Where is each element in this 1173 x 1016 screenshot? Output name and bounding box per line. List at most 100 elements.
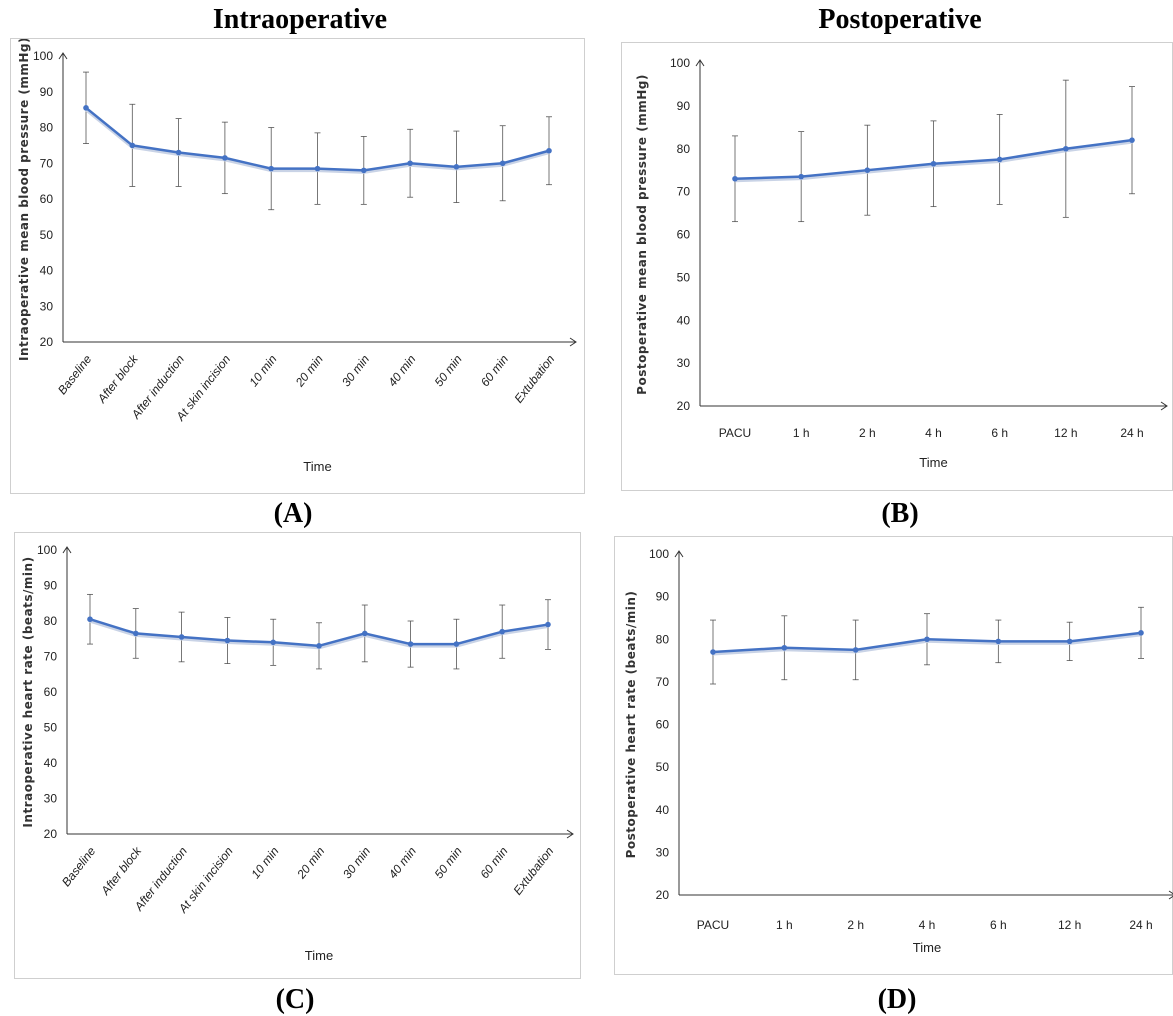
- y-axis-arrow: [674, 550, 684, 558]
- x-category-label: 50 min: [432, 844, 465, 881]
- data-point: [407, 160, 413, 167]
- data-point: [453, 164, 460, 170]
- chart-b-svg: 20 30 40 50 60 70 80 90 100 Postoperative mean bl…: [635, 56, 1168, 470]
- y-tick-label: 90: [677, 99, 691, 113]
- y-tick-label: 60: [44, 685, 58, 699]
- data-point: [362, 630, 368, 637]
- panel-label-a: (A): [273, 498, 313, 529]
- y-axis-title: Intraoperative heart rate (beats/min): [21, 556, 35, 827]
- x-category-label: 30 min: [340, 844, 373, 881]
- y-tick-label: 80: [40, 121, 54, 135]
- chart-d-svg: 20 30 40 50 60 70 80 90 100 Postoperative heart r…: [624, 547, 1173, 955]
- data-point: [407, 641, 414, 647]
- data-point: [1138, 630, 1144, 636]
- y-tick-label: 100: [670, 56, 690, 70]
- data-point: [178, 634, 185, 640]
- data-point: [361, 167, 367, 174]
- y-tick-label: 60: [656, 718, 670, 732]
- x-category-label: 2 h: [847, 918, 864, 932]
- y-tick-label: 90: [40, 85, 54, 99]
- x-category-label: 60 min: [477, 844, 510, 881]
- x-category-label: 1 h: [776, 918, 793, 932]
- y-tick-label: 100: [33, 49, 53, 63]
- y-tick-label: 30: [40, 299, 54, 313]
- x-category-label: 60 min: [478, 352, 511, 389]
- data-point: [499, 160, 506, 167]
- y-tick-label: 50: [656, 760, 670, 774]
- data-point: [546, 147, 552, 154]
- x-axis-arrow: [569, 337, 577, 347]
- data-point: [83, 105, 89, 111]
- x-axis-title: Time: [919, 455, 947, 470]
- data-point: [732, 175, 738, 182]
- x-category-label: 40 min: [386, 844, 419, 881]
- data-point: [314, 165, 321, 172]
- x-category-label: Baseline: [59, 844, 99, 889]
- data-point: [710, 649, 716, 655]
- x-category-label: 50 min: [432, 352, 465, 389]
- x-category-label: After block: [98, 843, 145, 898]
- x-category-label: 4 h: [919, 918, 936, 932]
- y-tick-label: 40: [40, 264, 54, 278]
- y-tick-label: 30: [677, 356, 691, 370]
- y-tick-label: 20: [40, 335, 54, 349]
- x-category-label: Baseline: [55, 352, 95, 397]
- x-axis-title: Time: [305, 948, 333, 963]
- heading-intraoperative: Intraoperative: [212, 4, 388, 35]
- data-point: [1063, 145, 1069, 152]
- y-tick-label: 80: [677, 142, 691, 156]
- x-axis-title: Time: [303, 459, 331, 474]
- x-axis-arrow: [1160, 401, 1168, 411]
- data-point: [270, 639, 276, 646]
- y-tick-label: 90: [44, 579, 58, 593]
- data-point: [930, 160, 937, 167]
- data-point: [798, 173, 804, 180]
- data-point: [87, 616, 93, 623]
- x-axis-arrow: [1168, 890, 1173, 900]
- data-point: [545, 621, 551, 628]
- panel-label-b: (B): [881, 498, 919, 529]
- data-point: [924, 636, 930, 643]
- y-axis-title: Postoperative heart rate (beats/min): [624, 591, 638, 859]
- y-tick-label: 20: [44, 827, 58, 841]
- data-point: [1129, 137, 1135, 143]
- panel-label-c: (C): [275, 984, 315, 1015]
- data-point: [133, 630, 139, 637]
- y-tick-label: 60: [40, 192, 54, 206]
- y-tick-label: 50: [677, 270, 691, 284]
- data-point: [129, 142, 136, 149]
- y-tick-label: 70: [44, 650, 58, 664]
- y-tick-label: 100: [37, 543, 57, 557]
- x-category-label: Extubation: [511, 352, 557, 406]
- y-tick-label: 40: [44, 756, 58, 770]
- y-tick-label: 50: [40, 228, 54, 242]
- x-category-label: 10 min: [246, 352, 279, 389]
- y-tick-label: 90: [656, 590, 670, 604]
- y-tick-label: 20: [677, 399, 691, 413]
- chart-panel-a: 20 30 40 50 60 70 80 90 100 Intraoperative mean b…: [10, 38, 585, 494]
- x-category-label: 6 h: [990, 918, 1007, 932]
- data-point: [222, 155, 228, 161]
- x-category-label: PACU: [719, 426, 751, 440]
- data-point: [864, 167, 871, 173]
- data-point: [781, 644, 788, 651]
- heading-postoperative: Postoperative: [818, 4, 982, 35]
- y-axis-title: Intraoperative mean blood pressure (mmHg…: [17, 39, 31, 361]
- x-category-label: 20 min: [292, 352, 326, 390]
- y-tick-label: 30: [44, 792, 58, 806]
- data-point: [995, 638, 1002, 645]
- x-axis-arrow: [566, 829, 574, 839]
- data-point: [316, 643, 322, 649]
- y-tick-label: 40: [656, 803, 670, 817]
- y-axis-arrow: [695, 59, 705, 67]
- data-point: [175, 149, 182, 156]
- y-tick-label: 80: [656, 632, 670, 646]
- x-category-label: 12 h: [1058, 918, 1081, 932]
- panel-label-d: (D): [877, 984, 917, 1015]
- chart-panel-c: 20 30 40 50 60 70 80 90 100 Intraoperative heart …: [14, 532, 581, 979]
- x-category-label: After block: [94, 351, 141, 406]
- y-tick-label: 70: [40, 156, 54, 170]
- x-category-label: 12 h: [1054, 426, 1077, 440]
